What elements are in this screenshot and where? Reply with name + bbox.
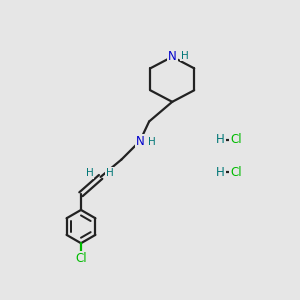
Text: H: H: [106, 168, 113, 178]
Text: H: H: [216, 166, 225, 179]
Text: H: H: [181, 51, 189, 61]
Text: Cl: Cl: [230, 134, 242, 146]
Text: N: N: [136, 135, 144, 148]
Text: H: H: [216, 134, 225, 146]
Text: H: H: [86, 168, 93, 178]
Text: Cl: Cl: [230, 166, 242, 179]
Text: H: H: [148, 137, 155, 147]
Text: Cl: Cl: [75, 252, 87, 265]
Text: N: N: [168, 50, 177, 63]
